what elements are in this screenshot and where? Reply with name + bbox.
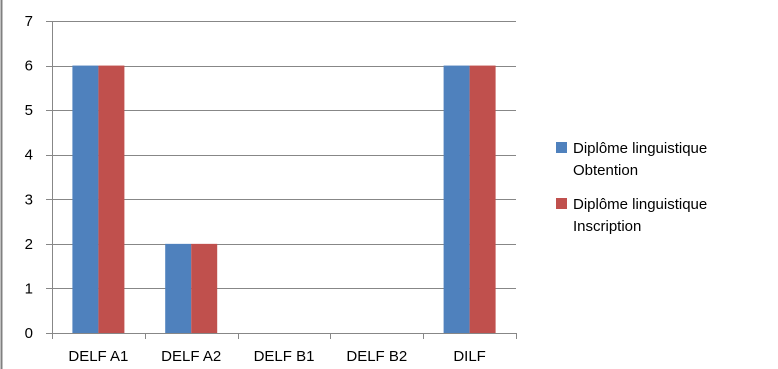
x-tick-label: DILF xyxy=(453,348,486,365)
bar xyxy=(191,243,218,333)
y-tick-label: 0 xyxy=(25,325,33,342)
legend-swatch xyxy=(556,142,567,153)
axes xyxy=(0,0,517,369)
bar xyxy=(72,65,99,334)
y-tick-label: 1 xyxy=(25,280,33,297)
y-tick-label: 2 xyxy=(25,236,33,253)
y-tick-labels: 0 1 2 3 4 5 6 7 xyxy=(25,13,33,342)
y-tick-label: 4 xyxy=(25,147,33,164)
x-tick-labels: DELF A1 DELF A2 DELF B1 DELF B2 DILF xyxy=(68,348,485,365)
x-tick-label: DELF A1 xyxy=(68,348,128,365)
y-tick-label: 3 xyxy=(25,191,33,208)
bar xyxy=(469,65,496,334)
legend-label: Obtention xyxy=(573,162,638,179)
x-tick-label: DELF A2 xyxy=(161,348,221,365)
y-tick-label: 6 xyxy=(25,58,33,75)
y-tick-label: 7 xyxy=(25,13,33,30)
bar xyxy=(443,65,470,334)
legend-item: Diplôme linguistique Inscription xyxy=(556,196,707,235)
bars xyxy=(72,65,496,334)
bar xyxy=(98,65,125,334)
legend-label: Inscription xyxy=(573,218,641,235)
legend-item: Diplôme linguistique Obtention xyxy=(556,140,707,179)
bar xyxy=(165,243,192,333)
x-tick-label: DELF B2 xyxy=(346,348,407,365)
legend-label: Diplôme linguistique xyxy=(573,140,707,157)
y-tick-label: 5 xyxy=(25,102,33,119)
gridlines xyxy=(52,21,516,289)
legend-label: Diplôme linguistique xyxy=(573,196,707,213)
legend-swatch xyxy=(556,198,567,209)
x-tick-label: DELF B1 xyxy=(254,348,315,365)
